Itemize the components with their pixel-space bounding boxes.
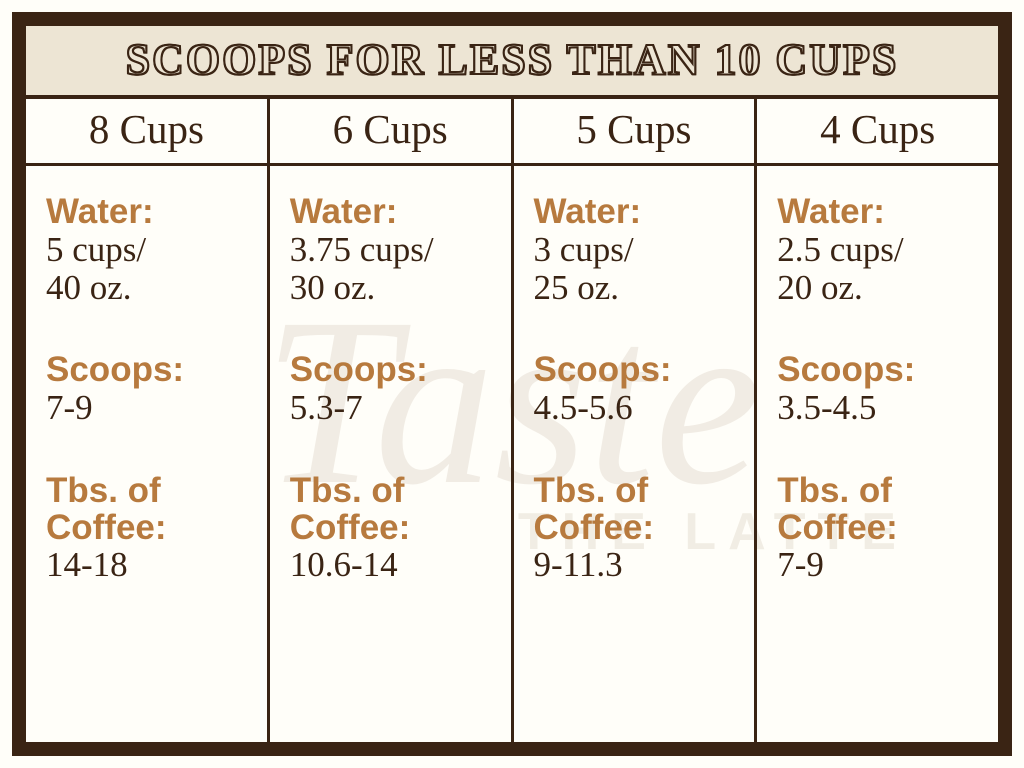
water-entry: Water: 3.75 cups/30 oz. <box>290 194 497 306</box>
scoops-value: 5.3-7 <box>290 389 497 427</box>
tbs-value: 14-18 <box>46 546 253 584</box>
col-header: 4 Cups <box>757 99 998 166</box>
water-entry: Water: 3 cups/25 oz. <box>534 194 741 306</box>
table-columns: Taste THE LATTE 8 Cups Water: 5 cups/40 … <box>26 99 998 742</box>
tbs-entry: Tbs. of Coffee: 7-9 <box>777 473 984 584</box>
tbs-value: 7-9 <box>777 546 984 584</box>
water-value: 3 cups/25 oz. <box>534 231 741 307</box>
water-label: Water: <box>290 194 497 231</box>
scoops-entry: Scoops: 5.3-7 <box>290 352 497 427</box>
tbs-value: 9-11.3 <box>534 546 741 584</box>
tbs-label: Tbs. of Coffee: <box>290 473 497 547</box>
column-5-cups: 5 Cups Water: 3 cups/25 oz. Scoops: 4.5-… <box>514 99 758 742</box>
scoops-label: Scoops: <box>290 352 497 389</box>
column-6-cups: 6 Cups Water: 3.75 cups/30 oz. Scoops: 5… <box>270 99 514 742</box>
water-label: Water: <box>534 194 741 231</box>
tbs-label: Tbs. of Coffee: <box>534 473 741 547</box>
table-frame: SCOOPS FOR LESS THAN 10 CUPS Taste THE L… <box>12 12 1012 756</box>
column-4-cups: 4 Cups Water: 2.5 cups/20 oz. Scoops: 3.… <box>757 99 998 742</box>
water-value: 2.5 cups/20 oz. <box>777 231 984 307</box>
tbs-entry: Tbs. of Coffee: 9-11.3 <box>534 473 741 584</box>
scoops-entry: Scoops: 3.5-4.5 <box>777 352 984 427</box>
water-entry: Water: 5 cups/40 oz. <box>46 194 253 306</box>
tbs-value: 10.6-14 <box>290 546 497 584</box>
scoops-value: 4.5-5.6 <box>534 389 741 427</box>
scoops-label: Scoops: <box>534 352 741 389</box>
col-header: 5 Cups <box>514 99 755 166</box>
scoops-value: 7-9 <box>46 389 253 427</box>
title-bar: SCOOPS FOR LESS THAN 10 CUPS <box>26 26 998 99</box>
tbs-entry: Tbs. of Coffee: 10.6-14 <box>290 473 497 584</box>
col-body: Water: 3 cups/25 oz. Scoops: 4.5-5.6 Tbs… <box>514 166 755 742</box>
tbs-label: Tbs. of Coffee: <box>46 473 253 547</box>
water-value: 3.75 cups/30 oz. <box>290 231 497 307</box>
col-body: Water: 3.75 cups/30 oz. Scoops: 5.3-7 Tb… <box>270 166 511 742</box>
col-header: 8 Cups <box>26 99 267 166</box>
water-value: 5 cups/40 oz. <box>46 231 253 307</box>
scoops-entry: Scoops: 7-9 <box>46 352 253 427</box>
water-label: Water: <box>777 194 984 231</box>
water-entry: Water: 2.5 cups/20 oz. <box>777 194 984 306</box>
scoops-label: Scoops: <box>46 352 253 389</box>
page-title: SCOOPS FOR LESS THAN 10 CUPS <box>26 34 998 85</box>
col-body: Water: 2.5 cups/20 oz. Scoops: 3.5-4.5 T… <box>757 166 998 742</box>
col-body: Water: 5 cups/40 oz. Scoops: 7-9 Tbs. of… <box>26 166 267 742</box>
scoops-label: Scoops: <box>777 352 984 389</box>
scoops-value: 3.5-4.5 <box>777 389 984 427</box>
col-header: 6 Cups <box>270 99 511 166</box>
scoops-entry: Scoops: 4.5-5.6 <box>534 352 741 427</box>
water-label: Water: <box>46 194 253 231</box>
tbs-label: Tbs. of Coffee: <box>777 473 984 547</box>
tbs-entry: Tbs. of Coffee: 14-18 <box>46 473 253 584</box>
column-8-cups: 8 Cups Water: 5 cups/40 oz. Scoops: 7-9 … <box>26 99 270 742</box>
